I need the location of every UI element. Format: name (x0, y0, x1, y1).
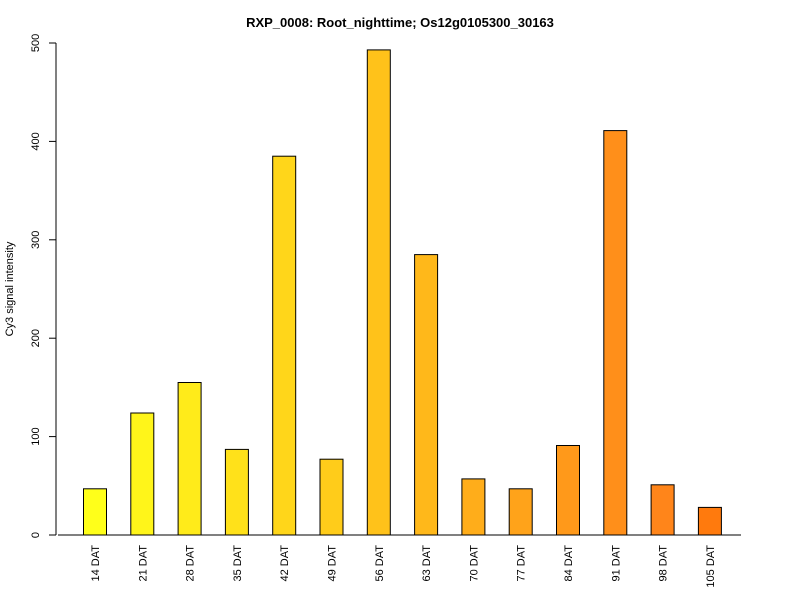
x-tick-label: 49 DAT (327, 545, 339, 582)
x-tick-label: 105 DAT (705, 545, 717, 588)
bar (414, 254, 439, 536)
y-tick-label: 500 (30, 34, 42, 52)
bar (224, 448, 249, 536)
bar (650, 484, 675, 536)
bar (83, 488, 107, 536)
y-axis: 0 100 200 300 400 500 (30, 34, 57, 538)
x-axis-labels: 14 DAT 21 DAT 28 DAT 35 DAT 42 DAT 49 DAT 56 D… (90, 545, 717, 588)
x-tick-label: 42 DAT (279, 545, 291, 582)
x-tick-label: 28 DAT (185, 545, 197, 582)
bar (319, 458, 344, 536)
x-tick-label: 63 DAT (421, 545, 433, 582)
bar (461, 478, 486, 536)
x-tick-label: 56 DAT (374, 545, 386, 582)
x-tick-label: 14 DAT (90, 545, 102, 582)
x-tick-label: 84 DAT (563, 545, 575, 582)
y-tick-label: 200 (30, 329, 42, 347)
x-tick-label: 98 DAT (658, 545, 670, 582)
x-tick-label: 70 DAT (468, 545, 480, 582)
bar (272, 155, 297, 536)
bar (177, 382, 202, 536)
y-tick-label: 100 (30, 427, 42, 445)
bar (603, 130, 628, 536)
bar (508, 488, 533, 536)
bar (366, 49, 391, 536)
x-tick-label: 35 DAT (232, 545, 244, 582)
x-tick-label: 21 DAT (137, 545, 149, 582)
y-axis-label: Cy3 signal intensity (4, 241, 16, 336)
x-tick-label: 77 DAT (516, 545, 528, 582)
y-tick-label: 300 (30, 231, 42, 249)
bar (697, 506, 722, 536)
x-tick-label: 91 DAT (610, 545, 622, 582)
bar (130, 412, 155, 536)
bar (556, 445, 580, 536)
y-tick-label: 400 (30, 132, 42, 150)
bars (83, 49, 722, 536)
chart-title: RXP_0008: Root_nighttime; Os12g0105300_3… (246, 15, 554, 30)
y-tick-label: 0 (30, 532, 42, 538)
